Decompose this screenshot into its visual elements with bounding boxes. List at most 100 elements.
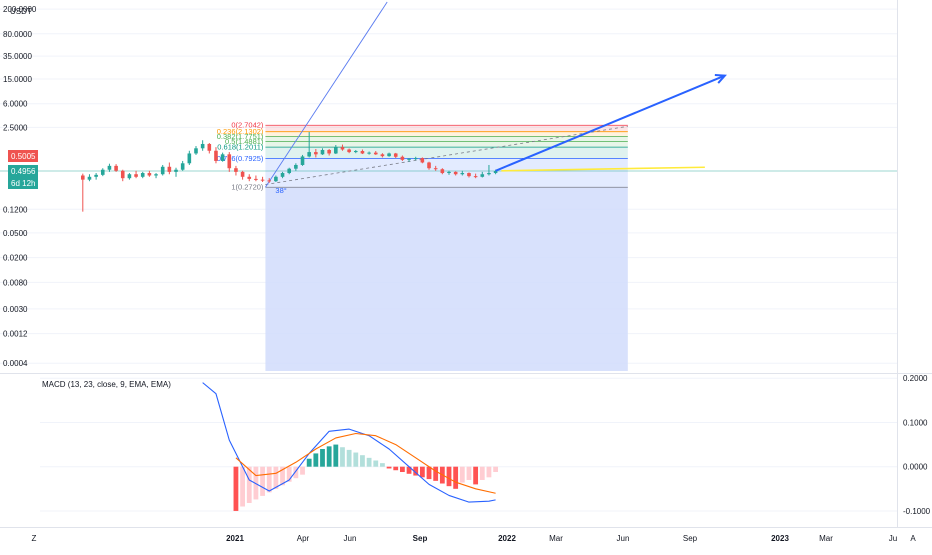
candle-body (460, 173, 465, 175)
yellow-trend-line[interactable] (501, 166, 705, 172)
candle-body (327, 149, 331, 154)
macd-histogram-bar (340, 447, 345, 467)
macd-histogram-bar (386, 466, 392, 469)
fib-level-label: 0(2.7042) (231, 121, 264, 130)
fib-level-label: 1(0.2720) (231, 183, 264, 192)
macd-line (202, 382, 496, 503)
candle-body (413, 158, 418, 160)
macd-histogram-bar (260, 466, 265, 496)
candle-body (280, 173, 285, 177)
macd-histogram-bar (273, 466, 279, 489)
macd-histogram-bar (360, 455, 365, 467)
candle-body (187, 153, 192, 164)
candle-body (387, 153, 391, 157)
candle-body (234, 168, 238, 172)
macd-histogram-bar (293, 466, 299, 479)
candle-body (294, 164, 298, 169)
candle-body (267, 180, 272, 182)
candle-body (167, 166, 172, 172)
price-tick-label: 0.0200 (3, 254, 28, 263)
candle-body (393, 153, 398, 157)
candle-body (220, 154, 225, 161)
candle-body (300, 156, 305, 165)
macd-histogram-bar (466, 466, 472, 480)
macd-histogram-bar (426, 466, 432, 480)
macd-tick-label: 0.1000 (903, 418, 928, 427)
macd-tick-label: 0.0000 (903, 463, 928, 472)
fib-band (265, 147, 628, 159)
macd-histogram-bar (326, 446, 332, 467)
macd-histogram-bar (266, 466, 272, 493)
macd-histogram-bar (486, 466, 492, 478)
timezone-button[interactable]: Z (32, 534, 37, 543)
candle-body (453, 171, 458, 175)
time-tick-label: Sep (413, 534, 428, 543)
price-badge-label: 0.5005 (11, 152, 36, 161)
candle-body (493, 171, 498, 174)
fib-band (265, 131, 628, 137)
candle-body (154, 174, 158, 176)
macd-histogram-bar (240, 466, 245, 507)
price-tick-label: 35.0000 (3, 52, 32, 61)
date-range-box[interactable] (265, 187, 628, 371)
price-tick-label: 0.0500 (3, 229, 28, 238)
time-tick-label: 2022 (498, 534, 516, 543)
macd-histogram-bar (280, 466, 285, 486)
macd-histogram-bar (433, 466, 439, 481)
fib-level-label: 0.236(2.1302) (217, 127, 264, 136)
macd-histogram-bar (413, 466, 419, 476)
time-tick-label: 2023 (771, 534, 789, 543)
candle-body (320, 149, 325, 155)
candle-body (334, 147, 338, 154)
projection-arrow[interactable] (495, 74, 726, 172)
macd-histogram-bar (419, 466, 425, 478)
price-badge (8, 150, 38, 162)
price-badge-label: 6d 12h (11, 179, 35, 188)
candle-body (140, 173, 145, 177)
candle-body (160, 166, 165, 175)
candle-body (480, 174, 485, 177)
time-tick-label: Ju (889, 534, 897, 543)
candle-body (254, 178, 258, 180)
candle-body (107, 165, 112, 170)
angle-label: 38° (275, 186, 286, 195)
time-tick-label: Mar (819, 534, 833, 543)
candle-body (407, 158, 411, 160)
fib-level-label: 0.618(1.2011) (217, 143, 264, 152)
macd-histogram-bar (493, 466, 499, 473)
candle-body (447, 171, 451, 174)
macd-histogram-bar (479, 466, 485, 480)
candle-body (260, 179, 265, 181)
trend-ray[interactable] (265, 1, 388, 188)
candle-body (180, 163, 185, 170)
dashed-trend-line[interactable] (265, 125, 628, 185)
fib-band (265, 141, 628, 148)
candle-body (81, 175, 85, 180)
candle-body (360, 151, 365, 154)
candle-body (340, 147, 345, 150)
candle-body (373, 152, 378, 155)
fib-band (265, 158, 628, 188)
macd-histogram-bar (446, 466, 452, 487)
macd-histogram-bar (380, 463, 385, 467)
macd-histogram-bar (313, 453, 319, 467)
candle-body (440, 169, 445, 174)
macd-histogram-bar (306, 458, 312, 467)
candle-body (194, 148, 198, 154)
candle-body (147, 173, 152, 176)
price-tick-label: 200.0000 (3, 5, 37, 14)
candle-body (433, 168, 438, 170)
macd-histogram-bar (366, 457, 372, 467)
candle-body (400, 156, 405, 160)
candle-body (487, 173, 491, 175)
candle-body (287, 168, 292, 174)
candle-body (427, 162, 431, 169)
candle-body (307, 152, 311, 157)
price-unit-label: USDT (10, 7, 32, 16)
macd-histogram-bar (473, 466, 479, 485)
auto-scale-button[interactable]: A (910, 534, 916, 543)
macd-histogram-bar (459, 466, 465, 483)
price-badge (8, 177, 38, 189)
